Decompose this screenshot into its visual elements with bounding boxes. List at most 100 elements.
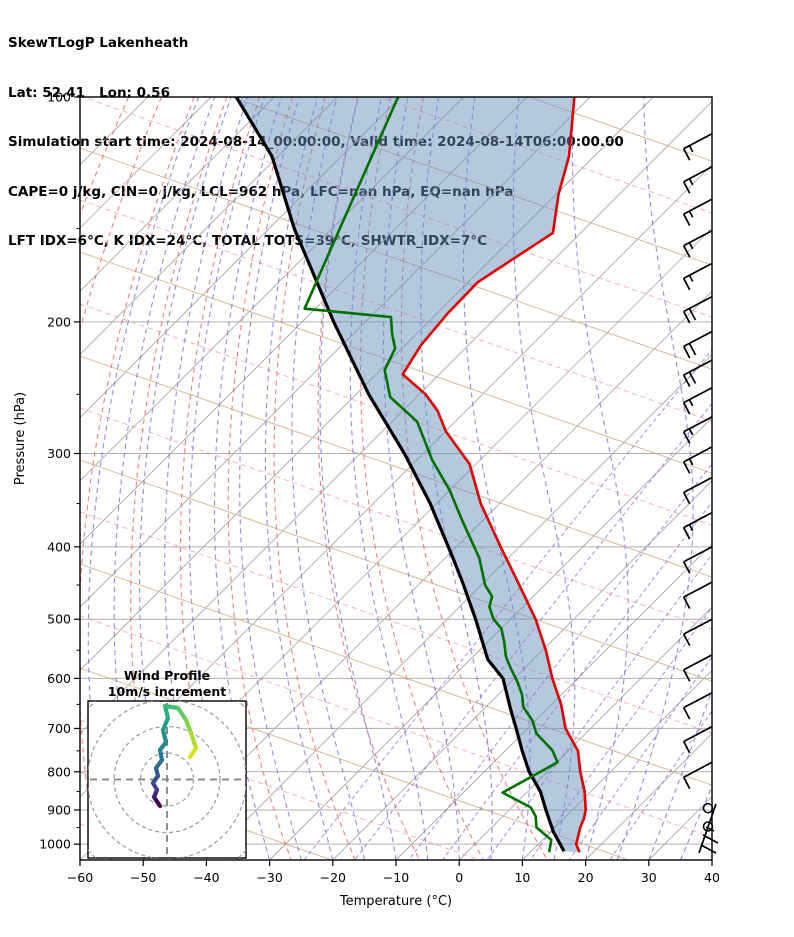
isotherm	[395, 543, 712, 860]
x-tick-label: −10	[383, 870, 409, 885]
wind-barb	[682, 511, 713, 540]
y-tick-label: 400	[47, 539, 71, 554]
x-tick-label: −60	[67, 870, 93, 885]
moist-adiabat	[711, 858, 712, 860]
wind-barb	[682, 691, 713, 720]
mixing-ratio-line	[303, 348, 712, 860]
hodograph-trace-segment	[160, 715, 171, 733]
wind-barb	[682, 133, 713, 161]
wind-barb	[682, 581, 713, 609]
dewpoint-profile-line	[303, 97, 559, 853]
x-tick-label: −20	[320, 870, 346, 885]
temperature-profile-line	[401, 97, 587, 853]
dry-adiabat	[317, 97, 420, 860]
moist-adiabat	[679, 784, 712, 860]
moist-adiabat	[349, 97, 429, 860]
hodograph-trace-segment	[175, 705, 189, 723]
x-tick-label: 30	[641, 870, 657, 885]
dry-adiabat	[227, 97, 293, 860]
x-tick-label: 20	[578, 870, 594, 885]
wind-barb	[682, 725, 713, 754]
isotherm	[522, 669, 712, 860]
wind-barb	[682, 476, 713, 505]
calm-wind-circle	[702, 821, 714, 832]
moist-adiabat	[291, 97, 365, 860]
wind-barb	[682, 330, 713, 359]
shallow-line	[230, 97, 712, 266]
mixing-ratio-line	[568, 656, 712, 860]
isotherm	[80, 97, 654, 672]
shallow-line-dashed	[80, 407, 712, 630]
wind-barb	[682, 359, 713, 387]
moist-adiabat	[264, 97, 334, 860]
wind-barb	[682, 387, 713, 415]
y-tick-label: 1000	[39, 837, 71, 852]
y-tick-label: 800	[47, 764, 71, 779]
shallow-line-dashed	[80, 303, 712, 526]
isotherm	[80, 97, 401, 419]
wind-barb	[682, 262, 713, 291]
isotherm	[269, 416, 712, 860]
y-tick-label: 100	[47, 90, 71, 105]
dry-adiabat	[273, 97, 356, 860]
x-tick-label: −40	[193, 870, 219, 885]
moist-adiabat	[239, 97, 302, 860]
wind-barb	[682, 761, 713, 790]
parcel-profile-line	[234, 97, 566, 852]
isotherm	[142, 290, 712, 860]
wind-barb	[682, 166, 713, 194]
moist-adiabat	[462, 97, 531, 860]
x-axis-label: Temperature (°C)	[339, 894, 452, 909]
wind-barb	[682, 654, 713, 682]
y-tick-label: 500	[47, 612, 71, 627]
shallow-line-dashed	[80, 928, 712, 937]
isotherm	[206, 353, 712, 860]
isotherm	[80, 100, 712, 735]
moist-adiabat	[319, 97, 397, 860]
dry-adiabat	[80, 97, 195, 860]
mixing-ratio-line	[609, 710, 712, 860]
isotherm	[332, 480, 712, 860]
y-tick-label: 700	[47, 721, 71, 736]
wind-barb	[682, 416, 713, 444]
wind-barb	[682, 198, 713, 226]
shallow-line-dashed	[80, 511, 712, 734]
wind-barb	[682, 295, 713, 324]
hodograph-ring	[139, 752, 195, 807]
moist-adiabat	[383, 97, 460, 860]
mixing-ratio-line	[486, 553, 712, 860]
y-tick-label: 900	[47, 802, 71, 817]
y-tick-label: 300	[47, 446, 71, 461]
wind-barb	[682, 546, 713, 574]
isotherm	[648, 796, 712, 860]
hodograph-ring	[113, 725, 221, 834]
wind-barbs	[682, 133, 719, 854]
cin-shade-region	[236, 97, 586, 853]
x-tick-label: 10	[514, 870, 530, 885]
shallow-line	[527, 97, 712, 162]
y-tick-label: 600	[47, 671, 71, 686]
shallow-line	[80, 563, 712, 786]
dry-adiabat	[400, 97, 548, 860]
wind-barb	[682, 446, 713, 474]
moist-adiabat	[616, 97, 694, 860]
mixing-ratio-line	[408, 462, 712, 860]
shallow-line	[80, 355, 712, 578]
moist-adiabat	[571, 97, 629, 860]
hodograph-trace-segment	[187, 745, 199, 760]
x-tick-label: −30	[256, 870, 282, 885]
shallow-line-dashed	[80, 615, 712, 838]
hodograph-trace-segment	[183, 717, 194, 736]
moist-adiabat	[512, 97, 576, 860]
wind-barb	[682, 618, 713, 647]
calm-wind-circle	[702, 802, 714, 814]
isotherm	[80, 97, 275, 292]
isotherm	[458, 606, 712, 860]
isotherm	[80, 97, 212, 229]
shallow-line-dashed	[80, 199, 712, 422]
x-tick-label: −50	[130, 870, 156, 885]
x-tick-label: 40	[704, 870, 720, 885]
